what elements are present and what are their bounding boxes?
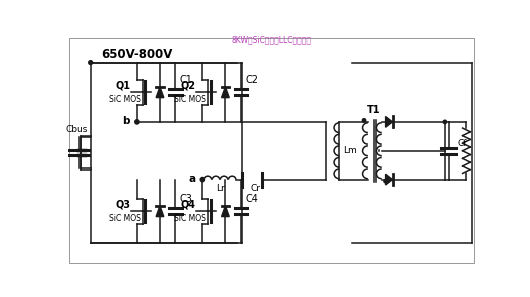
Text: Cf: Cf xyxy=(458,139,467,148)
Polygon shape xyxy=(156,206,164,217)
Circle shape xyxy=(443,120,447,124)
Text: C1: C1 xyxy=(180,75,192,85)
Text: Q4: Q4 xyxy=(181,199,196,209)
Text: C3: C3 xyxy=(180,194,192,204)
Circle shape xyxy=(363,119,366,122)
Text: a: a xyxy=(189,174,196,184)
Text: Q1: Q1 xyxy=(116,80,130,90)
Polygon shape xyxy=(222,87,229,98)
Text: Q3: Q3 xyxy=(116,199,130,209)
Text: SiC MOS: SiC MOS xyxy=(109,95,140,104)
Text: SiC MOS: SiC MOS xyxy=(174,95,206,104)
Text: b: b xyxy=(122,116,130,126)
Text: 650V-800V: 650V-800V xyxy=(101,48,173,61)
Text: SiC MOS: SiC MOS xyxy=(109,214,140,223)
Text: SiC MOS: SiC MOS xyxy=(174,214,206,223)
Circle shape xyxy=(384,179,387,183)
Text: C4: C4 xyxy=(245,194,258,204)
Circle shape xyxy=(200,178,205,182)
Text: 8KW级SiC组全桥LLC解决方案: 8KW级SiC组全桥LLC解决方案 xyxy=(232,36,312,45)
Polygon shape xyxy=(156,87,164,98)
Text: Lr: Lr xyxy=(216,184,224,193)
Polygon shape xyxy=(386,174,393,185)
Text: Q2: Q2 xyxy=(181,80,196,90)
Polygon shape xyxy=(386,116,393,127)
Text: C2: C2 xyxy=(245,75,258,85)
Polygon shape xyxy=(222,206,229,217)
Text: Cr: Cr xyxy=(251,184,260,193)
Circle shape xyxy=(135,120,139,124)
Circle shape xyxy=(89,61,93,64)
Text: Lm: Lm xyxy=(343,146,357,155)
Text: T1: T1 xyxy=(367,105,380,115)
Text: Cbus: Cbus xyxy=(66,125,88,134)
